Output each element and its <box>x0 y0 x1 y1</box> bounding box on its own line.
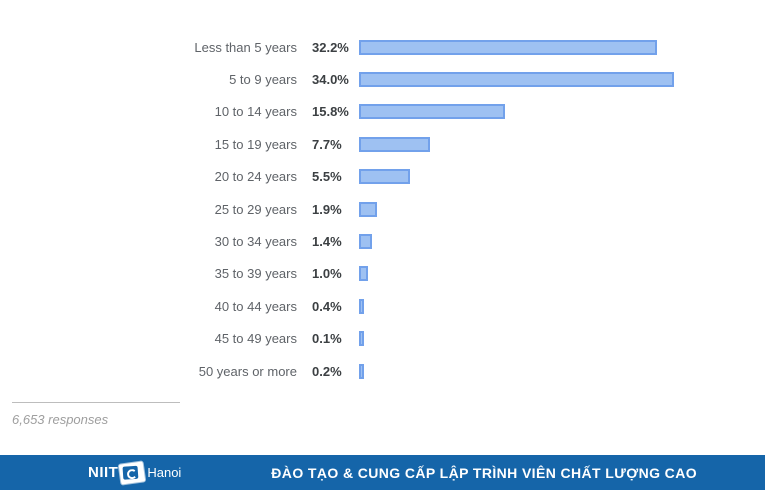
value-label: 15.8% <box>312 104 349 120</box>
value-label: 32.2% <box>312 39 349 55</box>
category-label: 5 to 9 years <box>229 72 297 88</box>
bar <box>359 201 377 217</box>
chart-row: 30 to 34 years 1.4% <box>0 225 765 257</box>
chart-row: 15 to 19 years 7.7% <box>0 128 765 160</box>
footnote-area: 6,653 responses <box>12 402 180 427</box>
chart-row: 20 to 24 years 5.5% <box>0 161 765 193</box>
category-label: 15 to 19 years <box>214 136 297 152</box>
bar <box>359 169 410 185</box>
footer-banner: NIIT Hanoi ĐÀO TẠO & CUNG CẤP LẬP TRÌNH … <box>0 455 765 490</box>
value-label: 1.4% <box>312 234 342 250</box>
divider <box>12 402 180 403</box>
chart-row: 40 to 44 years 0.4% <box>0 290 765 322</box>
chart-row: Less than 5 years 32.2% <box>0 31 765 63</box>
value-label: 0.2% <box>312 363 342 379</box>
bar <box>359 72 674 88</box>
bar <box>359 39 658 55</box>
value-label: 0.4% <box>312 298 342 314</box>
value-label: 1.9% <box>312 201 342 217</box>
bar <box>359 298 364 314</box>
category-label: 10 to 14 years <box>214 104 297 120</box>
logo-hanoi-text: Hanoi <box>147 465 182 480</box>
chart-row: 25 to 29 years 1.9% <box>0 193 765 225</box>
bar <box>359 331 364 347</box>
chart-row: 10 to 14 years 15.8% <box>0 96 765 128</box>
category-label: 50 years or more <box>198 363 297 379</box>
chart-row: 5 to 9 years 34.0% <box>0 63 765 95</box>
footer-tagline: ĐÀO TẠO & CUNG CẤP LẬP TRÌNH VIÊN CHẤT L… <box>271 464 697 481</box>
category-label: 40 to 44 years <box>214 298 297 314</box>
value-label: 0.1% <box>312 331 342 347</box>
bar <box>359 234 372 250</box>
logo-niit-text: NIIT <box>88 464 119 481</box>
category-label: 20 to 24 years <box>214 169 297 185</box>
bar <box>359 363 364 379</box>
bar <box>359 104 506 120</box>
bar <box>359 266 369 282</box>
value-label: 34.0% <box>312 72 349 88</box>
category-label: 45 to 49 years <box>214 331 297 347</box>
category-label: Less than 5 years <box>194 39 297 55</box>
responses-count: 6,653 responses <box>12 412 109 427</box>
bar <box>359 136 431 152</box>
value-label: 7.7% <box>312 136 342 152</box>
value-label: 5.5% <box>312 169 342 185</box>
niit-ict-icon <box>119 460 146 485</box>
niit-hanoi-logo: NIIT Hanoi <box>88 460 182 485</box>
chart-row: 45 to 49 years 0.1% <box>0 323 765 355</box>
category-label: 30 to 34 years <box>214 234 297 250</box>
value-label: 1.0% <box>312 266 342 282</box>
category-label: 35 to 39 years <box>214 266 297 282</box>
chart-row: 35 to 39 years 1.0% <box>0 258 765 290</box>
experience-bar-chart: Less than 5 years 32.2% 5 to 9 years 34.0% 1… <box>0 31 765 387</box>
chart-row: 50 years or more 0.2% <box>0 355 765 387</box>
category-label: 25 to 29 years <box>214 201 297 217</box>
